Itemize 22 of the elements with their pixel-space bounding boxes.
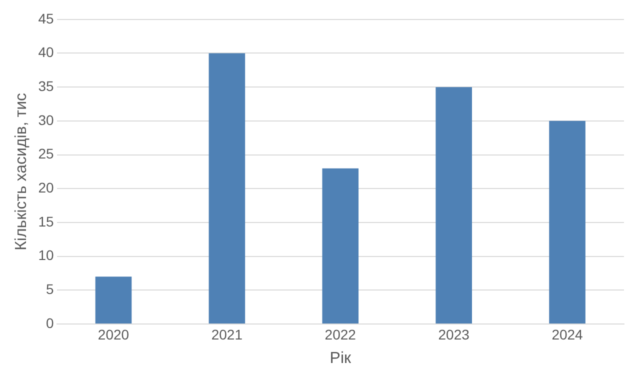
bar	[322, 168, 359, 324]
x-axis-title: Рік	[330, 350, 352, 367]
y-tick-label: 45	[38, 10, 54, 26]
y-tick-label: 5	[46, 281, 54, 298]
y-tick-label: 25	[38, 146, 54, 162]
y-tick-label: 35	[38, 78, 54, 94]
y-tick-label: 30	[38, 112, 54, 128]
x-tick-label: 2021	[211, 326, 243, 342]
bar	[549, 120, 586, 324]
x-tick-label: 2023	[438, 326, 470, 342]
x-tick-label: 2020	[98, 326, 130, 342]
y-axis-title: Кількість хасидів, тис	[13, 92, 30, 250]
bar	[436, 87, 472, 324]
x-tick-label: 2022	[324, 326, 356, 342]
y-tick-label: 20	[38, 179, 54, 196]
y-tick-label: 40	[38, 44, 54, 60]
x-tick-label: 2024	[552, 326, 584, 342]
y-tick-label: 10	[38, 247, 54, 264]
y-tick-label: 0	[46, 314, 54, 331]
y-tick-label: 15	[38, 213, 54, 230]
bar	[95, 276, 132, 324]
bar	[208, 53, 246, 324]
